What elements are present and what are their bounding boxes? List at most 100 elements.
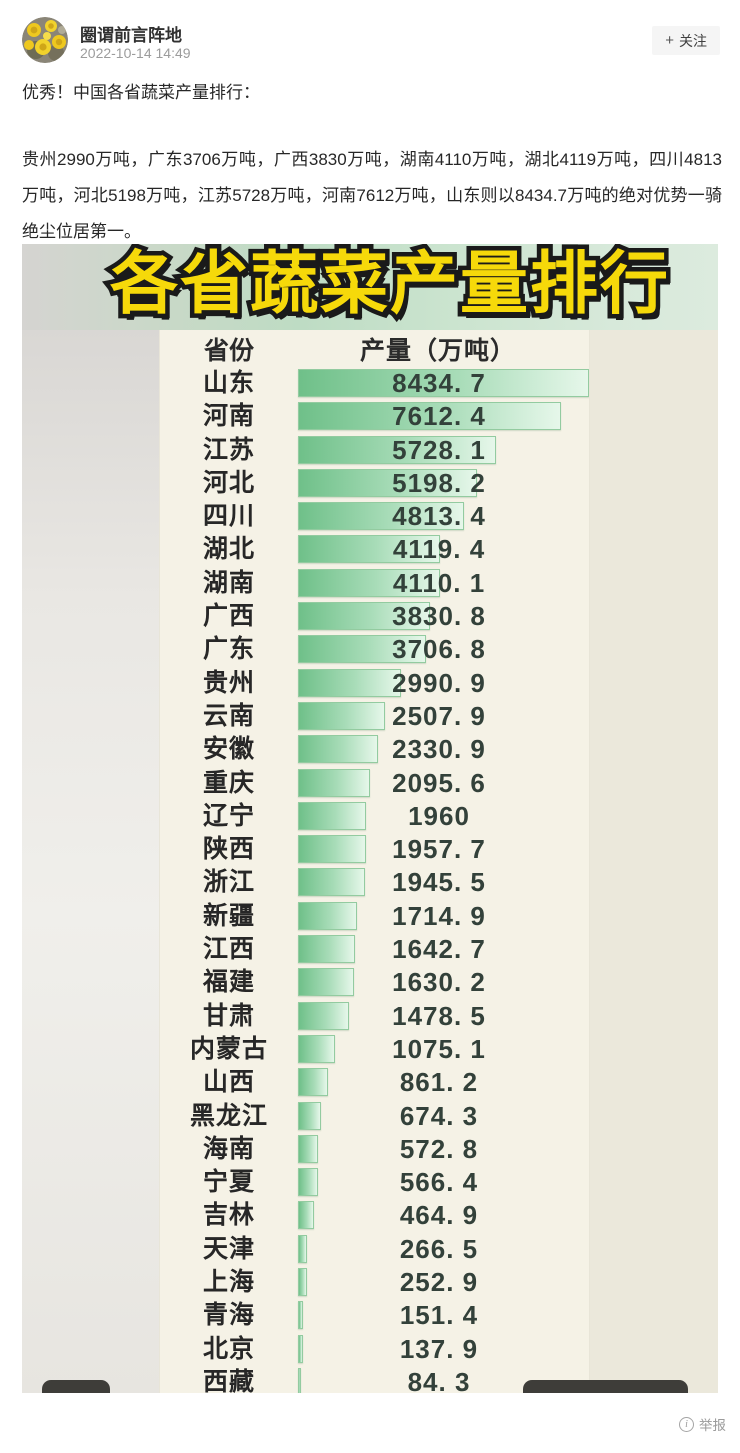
bar bbox=[298, 402, 561, 431]
table-row: 黑龙江 674. 3 bbox=[160, 1100, 589, 1133]
video-overlay-button-left bbox=[42, 1380, 110, 1393]
bar bbox=[298, 568, 440, 597]
value-label: 252. 9 bbox=[399, 1267, 479, 1298]
bar bbox=[298, 801, 366, 830]
bar bbox=[298, 468, 478, 497]
value-label: 2330. 9 bbox=[392, 734, 486, 765]
value-label: 7612. 4 bbox=[392, 401, 486, 432]
table-header-row: 省份 产量（万吨） bbox=[160, 330, 589, 367]
province-label: 北京 bbox=[202, 1334, 255, 1363]
bar bbox=[298, 1168, 318, 1197]
table-row: 云南 2507. 9 bbox=[160, 700, 589, 733]
province-label: 云南 bbox=[202, 701, 255, 730]
value-label: 674. 3 bbox=[399, 1100, 479, 1131]
bar bbox=[298, 1301, 304, 1330]
value-label: 151. 4 bbox=[399, 1300, 479, 1331]
bar bbox=[298, 735, 379, 764]
province-label: 上海 bbox=[202, 1268, 255, 1297]
province-label: 山西 bbox=[202, 1068, 255, 1097]
bar bbox=[298, 668, 402, 697]
value-label: 4119. 4 bbox=[392, 534, 486, 565]
province-label: 江西 bbox=[202, 935, 255, 964]
bar bbox=[298, 1234, 308, 1263]
bar bbox=[298, 635, 426, 664]
chart-panel: 省份 产量（万吨） 山东 8434. 7 河南 7612. 4 江苏 5728. 1 河北 5… bbox=[159, 330, 590, 1393]
table-row: 甘肃 1478. 5 bbox=[160, 1000, 589, 1033]
table-row: 江苏 5728. 1 bbox=[160, 434, 589, 467]
table-row: 江西 1642. 7 bbox=[160, 933, 589, 966]
province-label: 辽宁 bbox=[202, 801, 255, 830]
value-label: 4110. 1 bbox=[392, 567, 486, 598]
bar bbox=[298, 1101, 322, 1130]
value-label: 137. 9 bbox=[399, 1333, 479, 1364]
bar bbox=[298, 768, 371, 797]
province-label: 贵州 bbox=[202, 668, 255, 697]
table-row: 辽宁 1960 bbox=[160, 800, 589, 833]
province-label: 浙江 bbox=[202, 868, 255, 897]
value-label: 2095. 6 bbox=[392, 767, 486, 798]
bar bbox=[298, 1367, 301, 1393]
table-row: 山东 8434. 7 bbox=[160, 367, 589, 400]
table-row: 山西 861. 2 bbox=[160, 1066, 589, 1099]
value-label: 1630. 2 bbox=[392, 967, 486, 998]
province-label: 黑龙江 bbox=[189, 1101, 268, 1130]
value-label: 464. 9 bbox=[399, 1200, 479, 1231]
value-label: 5198. 2 bbox=[392, 467, 486, 498]
table-row: 海南 572. 8 bbox=[160, 1133, 589, 1166]
table-row: 北京 137. 9 bbox=[160, 1333, 589, 1366]
bar bbox=[298, 901, 358, 930]
bar bbox=[298, 935, 355, 964]
post-image-chart[interactable]: 各省蔬菜产量排行 省份 产量（万吨） 山东 8434. 7 河南 7612. 4 江苏 5… bbox=[22, 244, 718, 1393]
value-label: 1957. 7 bbox=[392, 834, 486, 865]
value-label: 1960 bbox=[408, 800, 470, 831]
province-label: 四川 bbox=[202, 502, 255, 531]
table-row: 安徽 2330. 9 bbox=[160, 733, 589, 766]
value-label: 84. 3 bbox=[407, 1366, 471, 1393]
bar bbox=[298, 1334, 303, 1363]
province-label: 湖北 bbox=[202, 535, 255, 564]
avatar-image bbox=[22, 17, 68, 63]
province-label: 海南 bbox=[202, 1134, 255, 1163]
table-row: 重庆 2095. 6 bbox=[160, 767, 589, 800]
bar bbox=[298, 369, 589, 397]
follow-button[interactable]: + 关注 bbox=[652, 26, 720, 55]
table-row: 四川 4813. 4 bbox=[160, 500, 589, 533]
province-label: 福建 bbox=[202, 968, 255, 997]
table-row: 宁夏 566. 4 bbox=[160, 1166, 589, 1199]
bar bbox=[298, 835, 366, 864]
bar bbox=[298, 502, 465, 531]
table-row: 河南 7612. 4 bbox=[160, 400, 589, 433]
bar bbox=[298, 968, 355, 997]
value-label: 4813. 4 bbox=[392, 501, 486, 532]
bar bbox=[298, 602, 431, 631]
bar bbox=[298, 535, 441, 564]
value-label: 2507. 9 bbox=[392, 700, 486, 731]
table-row: 吉林 464. 9 bbox=[160, 1199, 589, 1232]
report-link[interactable]: i 举报 bbox=[679, 1414, 726, 1434]
value-label: 1478. 5 bbox=[392, 1000, 486, 1031]
table-row: 广西 3830. 8 bbox=[160, 600, 589, 633]
province-label: 河北 bbox=[202, 468, 255, 497]
value-label: 2990. 9 bbox=[392, 667, 486, 698]
value-label: 572. 8 bbox=[399, 1133, 479, 1164]
table-row: 浙江 1945. 5 bbox=[160, 866, 589, 899]
value-label: 3830. 8 bbox=[392, 601, 486, 632]
province-label: 湖南 bbox=[202, 568, 255, 597]
table-row: 湖北 4119. 4 bbox=[160, 533, 589, 566]
bar bbox=[298, 1268, 307, 1297]
bar bbox=[298, 1001, 349, 1030]
table-row: 陕西 1957. 7 bbox=[160, 833, 589, 866]
table-row: 广东 3706. 8 bbox=[160, 633, 589, 666]
chart-title: 各省蔬菜产量排行 bbox=[105, 244, 672, 327]
chart-left-background bbox=[22, 330, 159, 1393]
table-row: 西藏 84. 3 bbox=[160, 1366, 589, 1393]
chart-header-band bbox=[22, 244, 718, 330]
bar bbox=[298, 701, 385, 730]
province-label: 西藏 bbox=[202, 1367, 255, 1393]
avatar[interactable] bbox=[22, 17, 68, 63]
author-name[interactable]: 圈谓前言阵地 bbox=[80, 26, 182, 45]
province-label: 青海 bbox=[202, 1301, 255, 1330]
table-row: 天津 266. 5 bbox=[160, 1233, 589, 1266]
value-label: 1945. 5 bbox=[392, 867, 486, 898]
table-row: 新疆 1714. 9 bbox=[160, 900, 589, 933]
